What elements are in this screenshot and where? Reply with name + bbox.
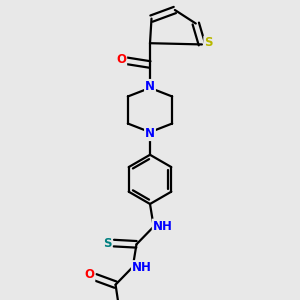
Text: NH: NH (153, 220, 172, 232)
Text: NH: NH (132, 261, 152, 274)
Text: N: N (145, 80, 155, 93)
Text: O: O (84, 268, 94, 281)
Text: N: N (145, 127, 155, 140)
Text: S: S (103, 237, 112, 250)
Text: S: S (204, 36, 213, 50)
Text: O: O (116, 53, 126, 66)
